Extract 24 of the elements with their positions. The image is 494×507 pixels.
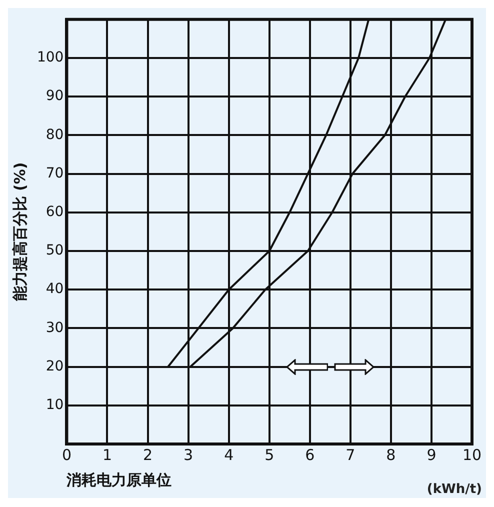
x-tick-label: 8 — [386, 446, 396, 464]
y-tick-label: 30 — [46, 320, 64, 336]
y-tick-label: 10 — [46, 397, 64, 414]
y-tick-label: 80 — [46, 126, 64, 143]
y-tick-label: 60 — [46, 204, 64, 220]
y-tick-label: 50 — [46, 242, 64, 259]
x-tick-label: 6 — [305, 446, 315, 464]
x-tick-label: 0 — [62, 446, 72, 464]
x-tick-label: 7 — [346, 446, 356, 464]
y-tick-label: 20 — [46, 358, 64, 374]
y-tick-label: 90 — [46, 88, 64, 104]
x-tick-label: 2 — [143, 446, 153, 464]
x-axis-title: 消耗电力原单位 — [66, 470, 172, 489]
x-tick-label: 9 — [426, 446, 436, 464]
y-tick-label: 70 — [46, 165, 64, 182]
y-axis-title: 能力提高百分比 (%) — [10, 162, 29, 302]
y-tick-label: 40 — [46, 281, 64, 298]
x-tick-label: 1 — [102, 446, 112, 464]
x-tick-label: 10 — [462, 446, 482, 464]
text: (kWh/t) — [426, 482, 482, 497]
x-tick-label: 4 — [224, 446, 234, 464]
x-tick-label: 3 — [184, 446, 194, 464]
y-tick-label: 100 — [36, 50, 64, 66]
x-tick-label: 5 — [264, 446, 274, 464]
